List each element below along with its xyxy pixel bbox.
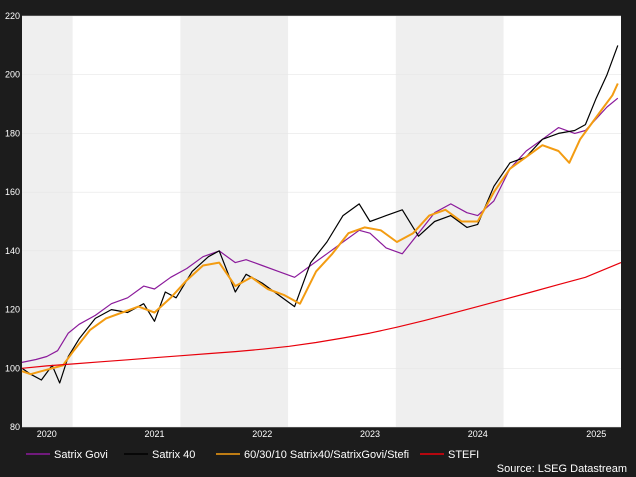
x-tick-label: 2024: [468, 429, 488, 439]
y-tick-label: 80: [10, 422, 20, 432]
y-tick-label: 220: [5, 11, 20, 21]
y-tick-label: 100: [5, 363, 20, 373]
legend-label-2: 60/30/10 Satrix40/SatrixGovi/Stefi: [244, 449, 409, 461]
series-line-2: [21, 83, 619, 376]
x-tick-label: 2023: [360, 429, 380, 439]
series-line-0: [21, 97, 619, 363]
y-tick-label: 200: [5, 70, 20, 80]
y-tick-label: 160: [5, 187, 20, 197]
legend: Satrix Govi Satrix 40 60/30/10 Satrix40/Sa…: [26, 449, 479, 461]
gridlines: [22, 15, 621, 428]
shaded-band-2: [395, 16, 504, 427]
shaded-band-1: [180, 16, 289, 427]
source-note: Source: LSEG Datastream: [497, 463, 627, 475]
legend-label-3: STEFI: [448, 449, 479, 461]
x-tick-label: 2022: [252, 429, 272, 439]
y-tick-label: 140: [5, 246, 20, 256]
shaded-bands: [22, 16, 504, 427]
shaded-band-0: [22, 16, 73, 427]
x-tick-label: 2025: [586, 429, 606, 439]
y-axis-ticks: 80 100 120 140 160 180 200 220: [5, 11, 20, 432]
y-tick-label: 120: [5, 305, 20, 315]
x-axis-ticks: 2020 2021 2022 2023 2024 2025: [37, 429, 606, 439]
y-tick-label: 180: [5, 128, 20, 138]
x-tick-label: 2020: [37, 429, 57, 439]
plot-area: [22, 16, 621, 427]
legend-label-1: Satrix 40: [152, 449, 195, 461]
x-tick-label: 2021: [144, 429, 164, 439]
series-line-3: [21, 262, 622, 369]
series-lines: [21, 45, 622, 384]
legend-label-0: Satrix Govi: [54, 449, 108, 461]
